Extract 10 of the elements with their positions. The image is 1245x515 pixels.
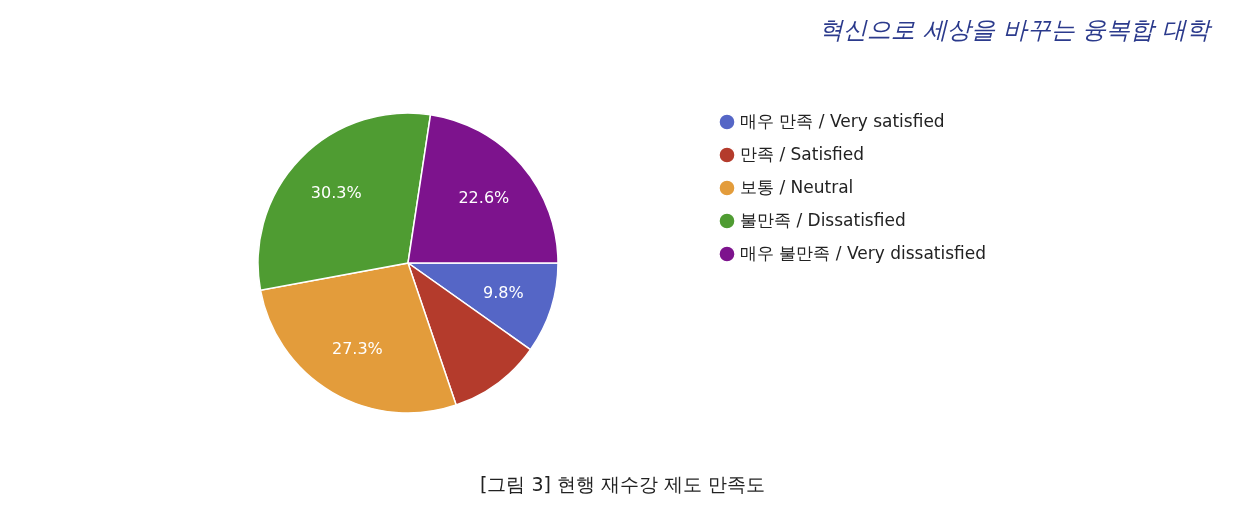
text: [그림 3] 현행 재수강 제도 만족도 <box>478 472 767 497</box>
legend-label: 만족 / Satisfied <box>740 144 864 164</box>
legend-label: 매우 만족 / Very satisfied <box>740 111 945 131</box>
data-label: 9.8% <box>482 283 524 303</box>
legend-label: 불만족 / Dissatisfied <box>740 210 906 230</box>
data-label: 27.3% <box>331 339 383 359</box>
legend-label: 보통 / Neutral <box>740 177 854 197</box>
data-label: 30.3% <box>310 183 362 203</box>
data-label: 22.6% <box>458 187 510 207</box>
legend-label: 매우 불만족 / Very dissatisfied <box>740 243 987 263</box>
